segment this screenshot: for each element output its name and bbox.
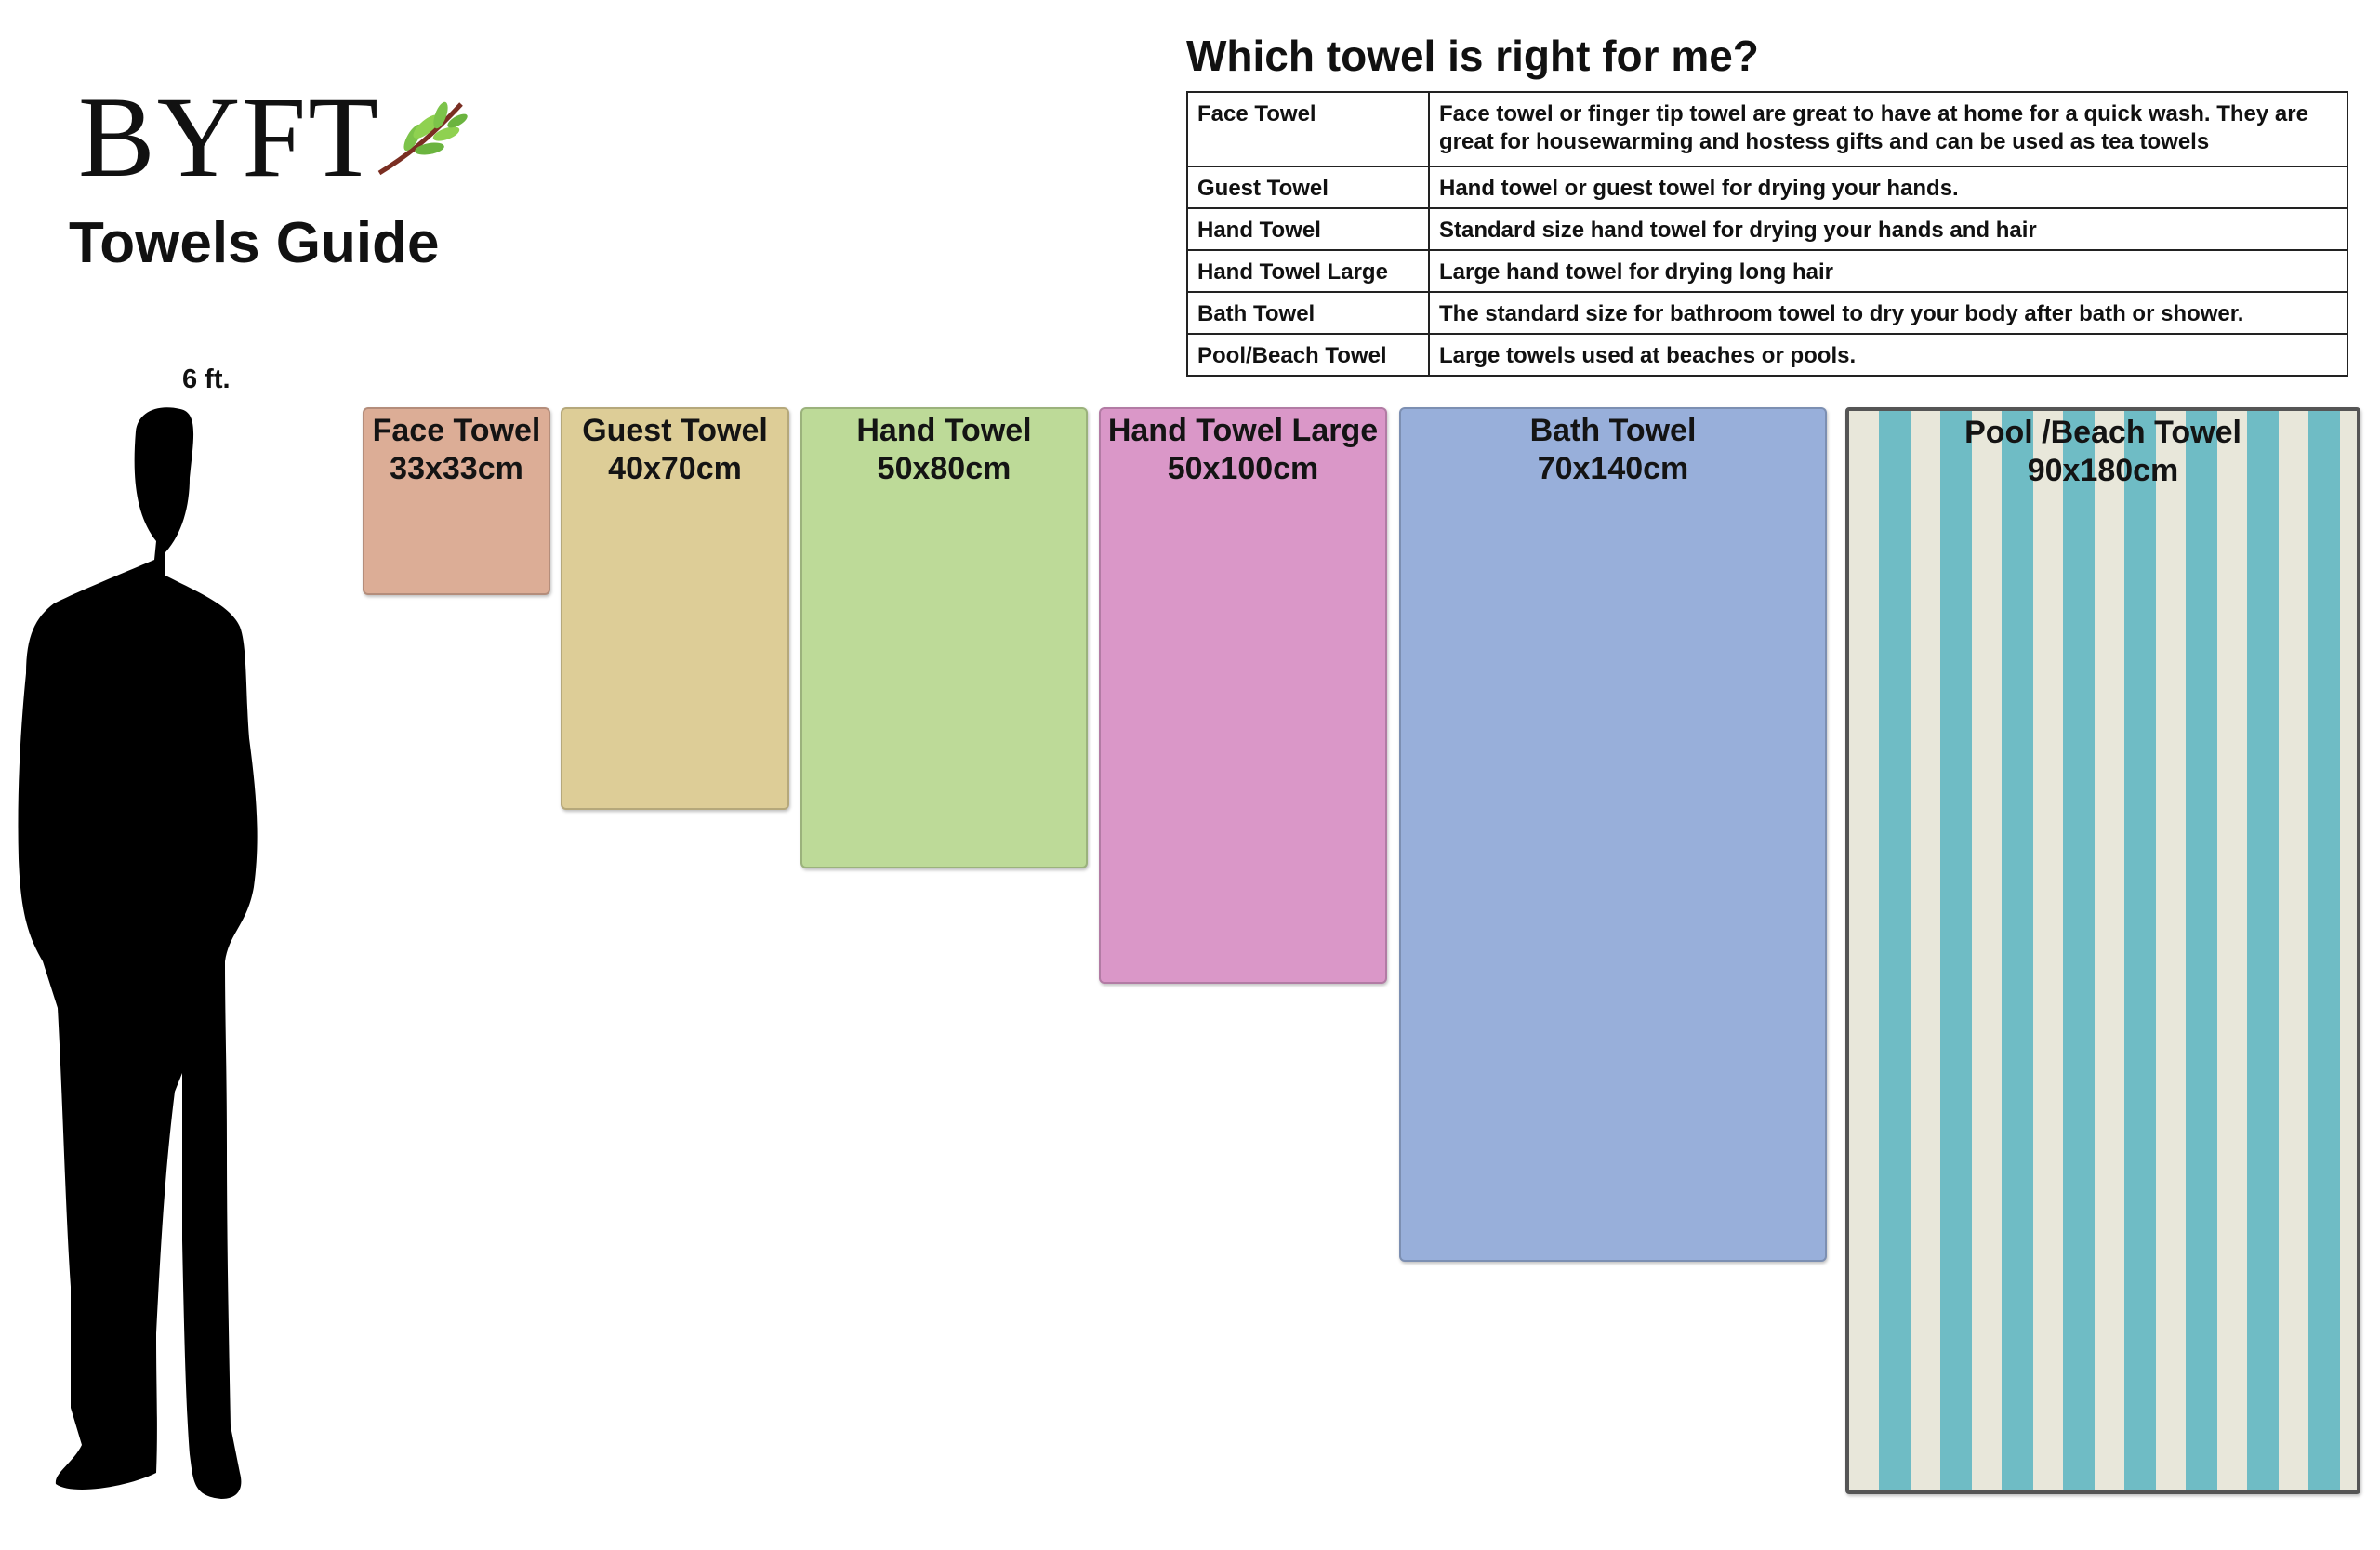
- person-silhouette: [18, 407, 258, 1499]
- table-cell-name: Guest Towel: [1186, 166, 1430, 209]
- table-row: Pool/Beach Towel Large towels used at be…: [1186, 333, 2348, 377]
- table-cell-name: Face Towel: [1186, 91, 1430, 167]
- table-row: Hand Towel Large Large hand towel for dr…: [1186, 249, 2348, 293]
- table-row: Guest Towel Hand towel or guest towel fo…: [1186, 166, 2348, 209]
- table-cell-description: Large towels used at beaches or pools.: [1428, 333, 2348, 377]
- towel-guest: Guest Towel 40x70cm: [561, 407, 789, 810]
- table-row: Face Towel Face towel or finger tip towe…: [1186, 91, 2348, 167]
- towel-name: Hand Towel: [856, 413, 1032, 448]
- towel-size: 50x100cm: [1167, 451, 1319, 486]
- table-cell-name: Hand Towel Large: [1186, 249, 1430, 293]
- towel-hand-large: Hand Towel Large 50x100cm: [1099, 407, 1387, 984]
- table-cell-description: Large hand towel for drying long hair: [1428, 249, 2348, 293]
- towel-name: Pool /Beach Towel: [1964, 415, 2241, 450]
- towel-size: 50x80cm: [877, 451, 1012, 486]
- towel-bath: Bath Towel 70x140cm: [1399, 407, 1827, 1262]
- towel-size: 40x70cm: [608, 451, 742, 486]
- table-cell-description: The standard size for bathroom towel to …: [1428, 291, 2348, 335]
- towel-pool-beach: Pool /Beach Towel 90x180cm: [1845, 407, 2360, 1494]
- towel-face: Face Towel 33x33cm: [363, 407, 550, 595]
- table-cell-description: Standard size hand towel for drying your…: [1428, 207, 2348, 251]
- towel-name: Guest Towel: [582, 413, 768, 448]
- height-label: 6 ft.: [182, 364, 231, 394]
- brand-logo: BYFT: [78, 73, 506, 203]
- table-row: Hand Towel Standard size hand towel for …: [1186, 207, 2348, 251]
- table-cell-name: Pool/Beach Towel: [1186, 333, 1430, 377]
- towel-size: 70x140cm: [1537, 451, 1689, 486]
- towel-name: Bath Towel: [1529, 413, 1697, 448]
- leaf-icon: [377, 101, 468, 176]
- table-cell-description: Face towel or finger tip towel are great…: [1428, 91, 2348, 167]
- towel-name: Face Towel: [372, 413, 541, 448]
- table-cell-name: Hand Towel: [1186, 207, 1430, 251]
- table-row: Bath Towel The standard size for bathroo…: [1186, 291, 2348, 335]
- page-title: Towels Guide: [69, 211, 440, 275]
- towel-size: 33x33cm: [390, 451, 523, 486]
- table-title: Which towel is right for me?: [1186, 32, 1759, 80]
- towel-size: 90x180cm: [2027, 453, 2179, 488]
- table-cell-description: Hand towel or guest towel for drying you…: [1428, 166, 2348, 209]
- brand-name: BYFT: [78, 73, 380, 201]
- towel-hand: Hand Towel 50x80cm: [800, 407, 1088, 868]
- table-cell-name: Bath Towel: [1186, 291, 1430, 335]
- towel-guide-table: Face Towel Face towel or finger tip towe…: [1186, 91, 2348, 377]
- towel-name: Hand Towel Large: [1107, 413, 1379, 448]
